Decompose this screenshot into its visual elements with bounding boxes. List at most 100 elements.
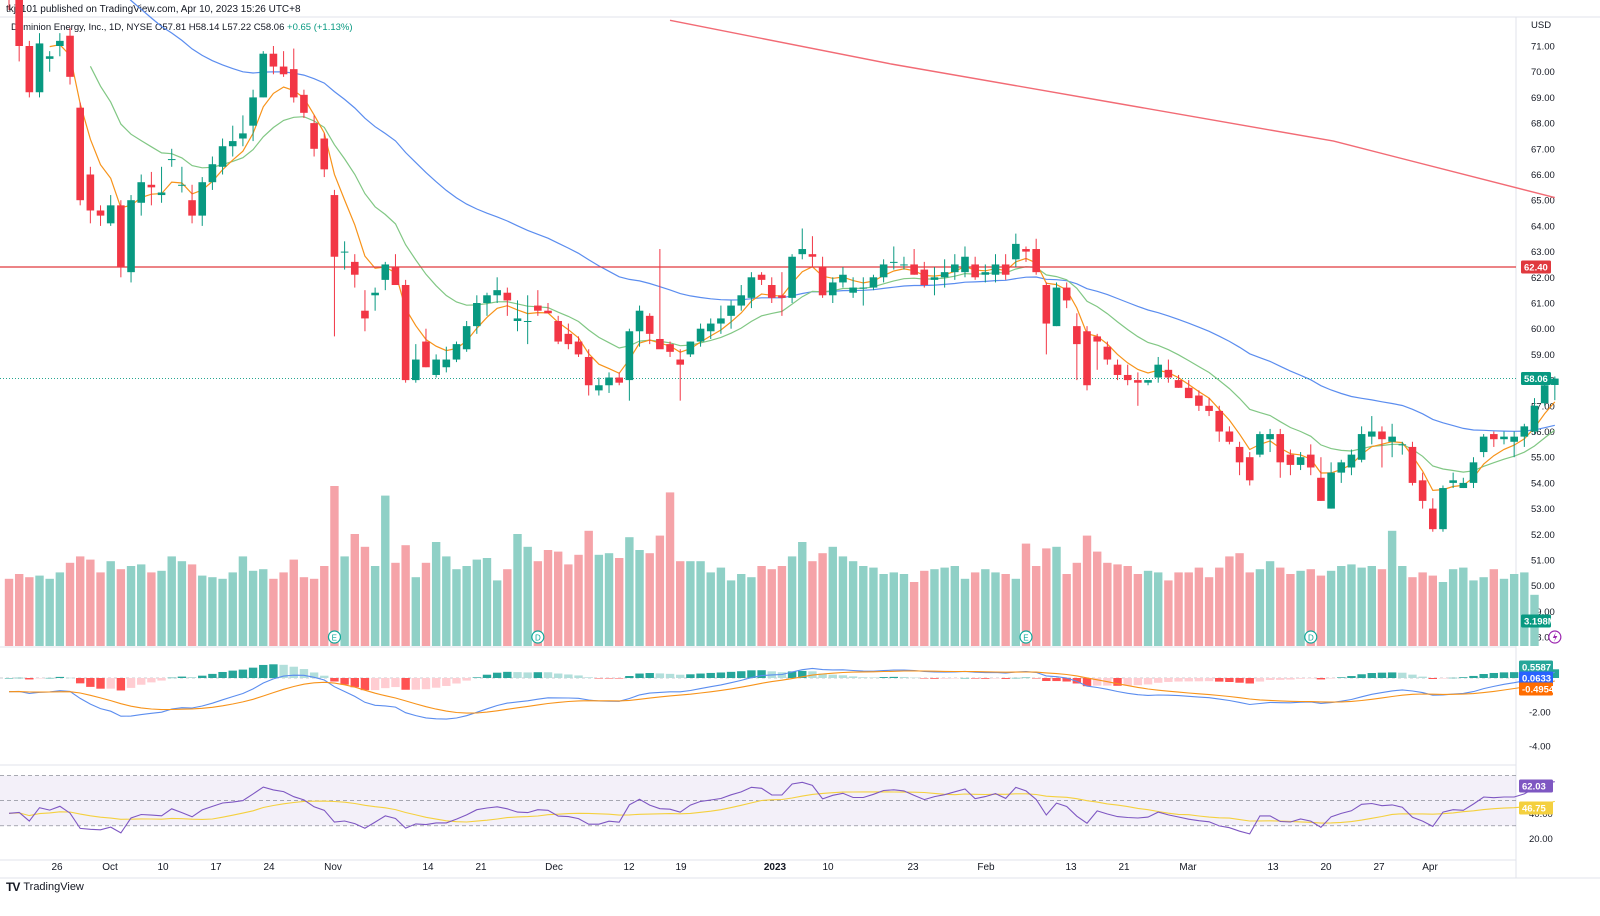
candle-body (259, 53, 268, 98)
volume-bar (259, 569, 268, 646)
volume-bar (513, 534, 522, 646)
volume-bar (1367, 566, 1376, 646)
price-tick: 49.00 (1531, 607, 1555, 618)
macd-hist-bar (970, 678, 980, 679)
tradingview-brand: TV TradingView (6, 880, 84, 894)
macd-hist-bar (645, 673, 654, 678)
volume-bar (1286, 574, 1295, 646)
volume-bar (1021, 543, 1031, 646)
candle-body (737, 295, 746, 306)
candle-body (1266, 434, 1274, 440)
macd-hist-bar (787, 671, 797, 678)
price-tick: 60.00 (1531, 324, 1555, 335)
candle-body (1520, 426, 1529, 437)
event-marker-label: D (535, 634, 541, 643)
volume-bar (879, 574, 888, 646)
candle-body (15, 0, 23, 46)
candle-body (544, 310, 552, 314)
volume-bar (1326, 570, 1336, 646)
candle-body (218, 146, 227, 167)
time-axis-label: 14 (422, 862, 434, 873)
price-tick: 65.00 (1531, 196, 1555, 207)
volume-bar (1194, 567, 1204, 646)
candle-body (615, 377, 623, 383)
volume-bar (462, 566, 471, 646)
lightning-glyph (1552, 632, 1558, 642)
macd-hist-bar (4, 678, 14, 679)
candle-body (595, 385, 603, 391)
volume-bar (1337, 566, 1346, 646)
price-tick: 68.00 (1531, 119, 1555, 130)
macd-hist-bar (1164, 678, 1173, 682)
volume-bar (615, 558, 624, 646)
macd-hist-bar (1489, 672, 1499, 678)
macd-hist-bar (1398, 672, 1407, 678)
volume-bar (1174, 572, 1183, 646)
candle-body (391, 267, 400, 286)
volume-bar (1459, 567, 1468, 646)
macd-hist-bar (777, 672, 787, 678)
macd-hist-bar (167, 677, 176, 679)
candle-body (513, 318, 522, 321)
volume-bar (1164, 580, 1173, 646)
macd-hist-bar (1408, 674, 1417, 678)
candle-body (534, 305, 542, 311)
price-tick: 61.00 (1531, 299, 1555, 310)
volume-bar (4, 578, 14, 646)
macd-hist-bar (279, 664, 288, 678)
price-tick: 66.00 (1531, 170, 1555, 181)
candle-body (1164, 369, 1173, 378)
macd-hist-bar (798, 670, 807, 678)
price-tick: 62.00 (1531, 273, 1555, 284)
macd-hist-bar (838, 675, 848, 678)
volume-bar (401, 545, 410, 646)
macd-hist-bar (350, 678, 359, 688)
volume-bar (757, 566, 766, 646)
candle-body (76, 107, 84, 201)
volume-bar (1001, 574, 1010, 646)
event-marker (1304, 630, 1318, 644)
volume-bar (1296, 570, 1305, 646)
time-axis-label: 17 (210, 862, 222, 873)
macd-hist-bar (1469, 675, 1478, 678)
candle-body (35, 43, 44, 93)
candle-body (45, 56, 54, 59)
volume-bar (1489, 569, 1499, 646)
macd-hist-bar (981, 678, 990, 679)
price-tick: 52.00 (1531, 530, 1555, 541)
macd-hist-bar (492, 672, 502, 678)
rsi-line (8, 781, 1555, 835)
macd-hist-bar (828, 674, 837, 678)
volume-bar (472, 559, 482, 646)
time-axis-label: 24 (263, 862, 275, 873)
candle-body (1154, 364, 1163, 378)
volume-bar (1438, 582, 1448, 646)
macd-hist-bar (75, 678, 85, 684)
candle-body (462, 326, 471, 350)
volume-bar (1347, 564, 1356, 646)
macd-hist-bar (716, 672, 726, 678)
rsi-value-tag-bg (1519, 779, 1553, 793)
macd-value-tag-bg (1519, 671, 1553, 685)
macd-hist-bar (340, 678, 349, 685)
volume-bar (940, 567, 949, 646)
macd-hist-bar (309, 672, 319, 678)
macd-hist-bar (1509, 672, 1519, 678)
volume-bar (676, 561, 685, 646)
volume-bar (350, 534, 359, 646)
volume-bar (218, 578, 227, 646)
macd-hist-bar (187, 677, 197, 678)
macd-hist-bar (1235, 678, 1244, 683)
candle-body (1317, 477, 1325, 501)
macd-hist-bar (1215, 678, 1224, 682)
volume-bar (777, 566, 787, 646)
macd-hist-bar (208, 673, 217, 678)
candle-body (930, 277, 939, 280)
candle-body (1052, 287, 1061, 327)
brand-name: TradingView (23, 881, 84, 893)
volume-bar (370, 566, 380, 646)
macd-hist-bar (1255, 678, 1265, 682)
candle-body (1205, 405, 1213, 411)
volume-bar (1387, 530, 1397, 646)
